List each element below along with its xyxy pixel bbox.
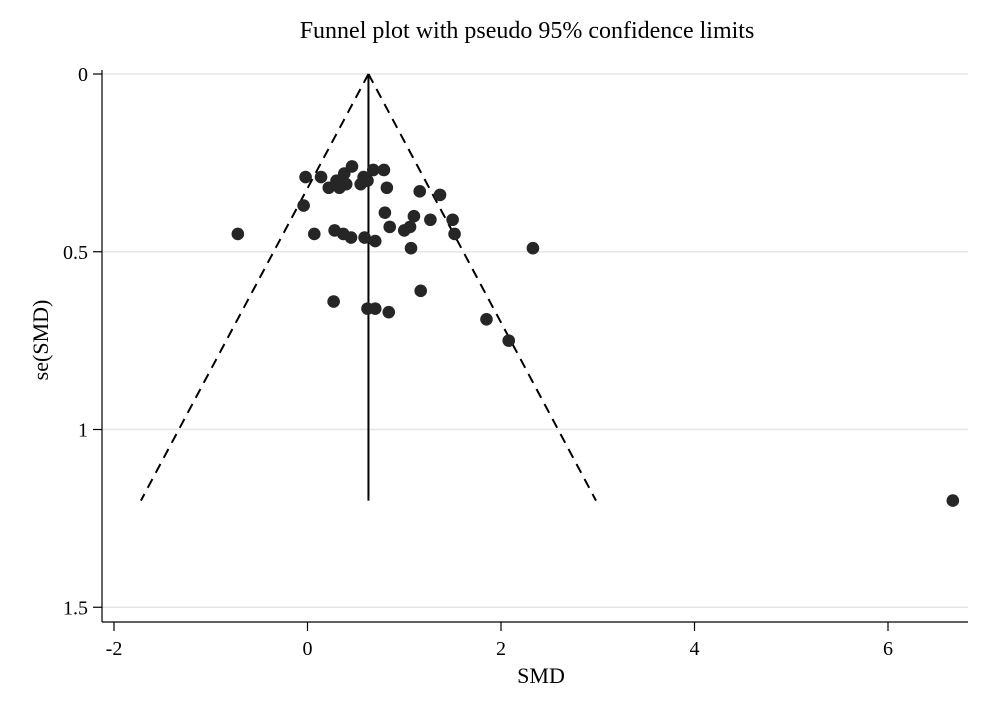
axes: 0 0.5 1 1.5 -2 0 2 4 6 [63, 64, 968, 660]
study-point [361, 174, 374, 187]
y-tick-label: 1 [78, 420, 88, 442]
study-point [368, 234, 382, 248]
study-point [407, 209, 421, 223]
y-tick-label: 0.5 [63, 242, 88, 264]
x-axis-label: SMD [517, 663, 565, 688]
study-point [307, 227, 321, 241]
study-point [339, 177, 353, 191]
study-point [382, 305, 396, 319]
study-point [403, 220, 417, 234]
study-point [299, 170, 312, 184]
chart-title: Funnel plot with pseudo 95% confidence l… [300, 18, 755, 44]
study-point [424, 213, 437, 227]
funnel-limits [140, 73, 597, 502]
study-points [231, 160, 960, 507]
study-point [413, 185, 427, 198]
study-point [502, 334, 516, 347]
lower-confidence-limit [140, 73, 370, 502]
study-point [480, 312, 493, 326]
y-axis-label: se(SMD) [28, 300, 53, 381]
y-tick-label: 0 [78, 64, 88, 86]
study-point [414, 284, 427, 298]
study-point [448, 227, 461, 241]
study-point [231, 227, 245, 241]
y-tick-label: 1.5 [63, 597, 88, 619]
study-point [358, 231, 371, 244]
x-tick-label: 2 [496, 638, 506, 660]
study-point [345, 160, 359, 173]
study-point [404, 241, 418, 255]
study-point [378, 206, 392, 219]
study-point [377, 163, 391, 177]
study-point [383, 220, 397, 234]
study-point [366, 163, 380, 177]
study-point [327, 295, 340, 308]
study-point [380, 181, 394, 195]
study-point [433, 188, 447, 202]
upper-confidence-limit [367, 73, 597, 502]
study-point [526, 241, 540, 255]
gridlines [102, 73, 968, 608]
study-point [314, 170, 328, 184]
study-point [946, 494, 960, 507]
x-tick-label: 4 [690, 638, 700, 660]
study-point [344, 231, 358, 244]
study-point [368, 302, 382, 315]
x-tick-label: -2 [106, 638, 123, 660]
x-tick-label: 6 [883, 638, 893, 660]
x-tick-label: 0 [303, 638, 313, 660]
study-point [297, 199, 310, 212]
study-point [446, 213, 459, 227]
